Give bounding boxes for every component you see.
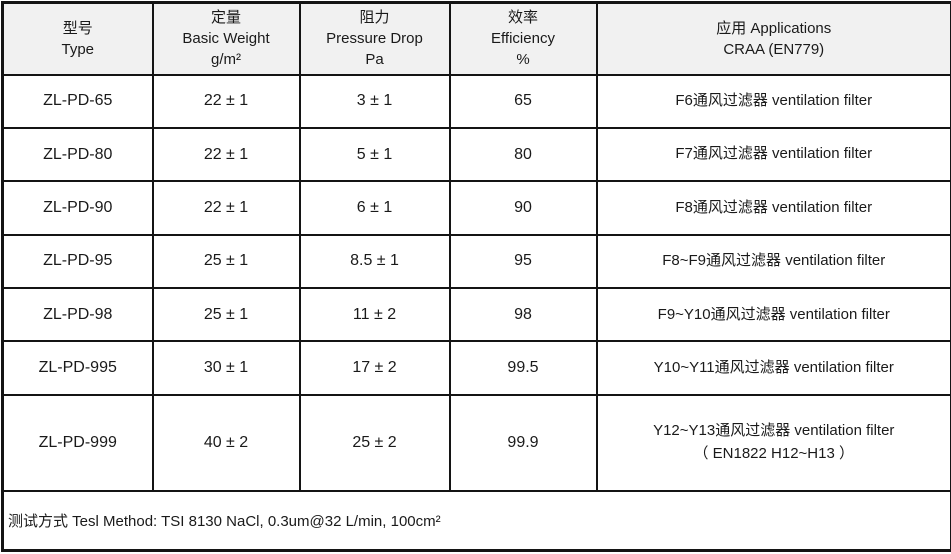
col-header-type: 型号 Type [3, 3, 153, 75]
cell-efficiency: 65 [450, 75, 597, 128]
footer-row: 测试方式 Tesl Method: TSI 8130 NaCl, 0.3um@3… [3, 491, 951, 551]
cell-efficiency: 90 [450, 181, 597, 234]
cell-efficiency: 80 [450, 128, 597, 181]
table-row: ZL-PD-90 22 ± 1 6 ± 1 90 F8通风过滤器 ventila… [3, 181, 951, 234]
cell-basic-weight: 40 ± 2 [153, 395, 300, 491]
cell-application: F8~F9通风过滤器 ventilation filter [597, 235, 951, 288]
table-row: ZL-PD-98 25 ± 1 11 ± 2 98 F9~Y10通风过滤器 ve… [3, 288, 951, 341]
cell-efficiency: 98 [450, 288, 597, 341]
cell-basic-weight: 22 ± 1 [153, 128, 300, 181]
cell-application: Y12~Y13通风过滤器 ventilation filter （ EN1822… [597, 395, 951, 491]
cell-efficiency: 99.9 [450, 395, 597, 491]
cell-type: ZL-PD-90 [3, 181, 153, 234]
cell-pressure-drop: 25 ± 2 [300, 395, 450, 491]
col-header-basic-weight: 定量 Basic Weight g/m² [153, 3, 300, 75]
cell-pressure-drop: 11 ± 2 [300, 288, 450, 341]
cell-basic-weight: 22 ± 1 [153, 75, 300, 128]
col-header-applications: 应用 Applications CRAA (EN779) [597, 3, 951, 75]
table-row: ZL-PD-95 25 ± 1 8.5 ± 1 95 F8~F9通风过滤器 ve… [3, 235, 951, 288]
test-method-note: 测试方式 Tesl Method: TSI 8130 NaCl, 0.3um@3… [3, 491, 951, 551]
cell-application: F9~Y10通风过滤器 ventilation filter [597, 288, 951, 341]
cell-basic-weight: 25 ± 1 [153, 235, 300, 288]
cell-pressure-drop: 6 ± 1 [300, 181, 450, 234]
cell-type: ZL-PD-999 [3, 395, 153, 491]
cell-type: ZL-PD-65 [3, 75, 153, 128]
cell-type: ZL-PD-80 [3, 128, 153, 181]
cell-type: ZL-PD-95 [3, 235, 153, 288]
cell-application: Y10~Y11通风过滤器 ventilation filter [597, 341, 951, 394]
cell-efficiency: 99.5 [450, 341, 597, 394]
cell-pressure-drop: 3 ± 1 [300, 75, 450, 128]
cell-type: ZL-PD-98 [3, 288, 153, 341]
cell-application: F7通风过滤器 ventilation filter [597, 128, 951, 181]
cell-pressure-drop: 17 ± 2 [300, 341, 450, 394]
cell-basic-weight: 25 ± 1 [153, 288, 300, 341]
table-row: ZL-PD-999 40 ± 2 25 ± 2 99.9 Y12~Y13通风过滤… [3, 395, 951, 491]
cell-basic-weight: 22 ± 1 [153, 181, 300, 234]
table-row: ZL-PD-65 22 ± 1 3 ± 1 65 F6通风过滤器 ventila… [3, 75, 951, 128]
cell-efficiency: 95 [450, 235, 597, 288]
table-row: ZL-PD-80 22 ± 1 5 ± 1 80 F7通风过滤器 ventila… [3, 128, 951, 181]
col-header-pressure-drop: 阻力 Pressure Drop Pa [300, 3, 450, 75]
cell-pressure-drop: 5 ± 1 [300, 128, 450, 181]
cell-application: F6通风过滤器 ventilation filter [597, 75, 951, 128]
col-header-efficiency: 效率 Efficiency % [450, 3, 597, 75]
table-row: ZL-PD-995 30 ± 1 17 ± 2 99.5 Y10~Y11通风过滤… [3, 341, 951, 394]
cell-type: ZL-PD-995 [3, 341, 153, 394]
header-row: 型号 Type 定量 Basic Weight g/m² 阻力 Pressure… [3, 3, 951, 75]
cell-application: F8通风过滤器 ventilation filter [597, 181, 951, 234]
cell-basic-weight: 30 ± 1 [153, 341, 300, 394]
cell-pressure-drop: 8.5 ± 1 [300, 235, 450, 288]
